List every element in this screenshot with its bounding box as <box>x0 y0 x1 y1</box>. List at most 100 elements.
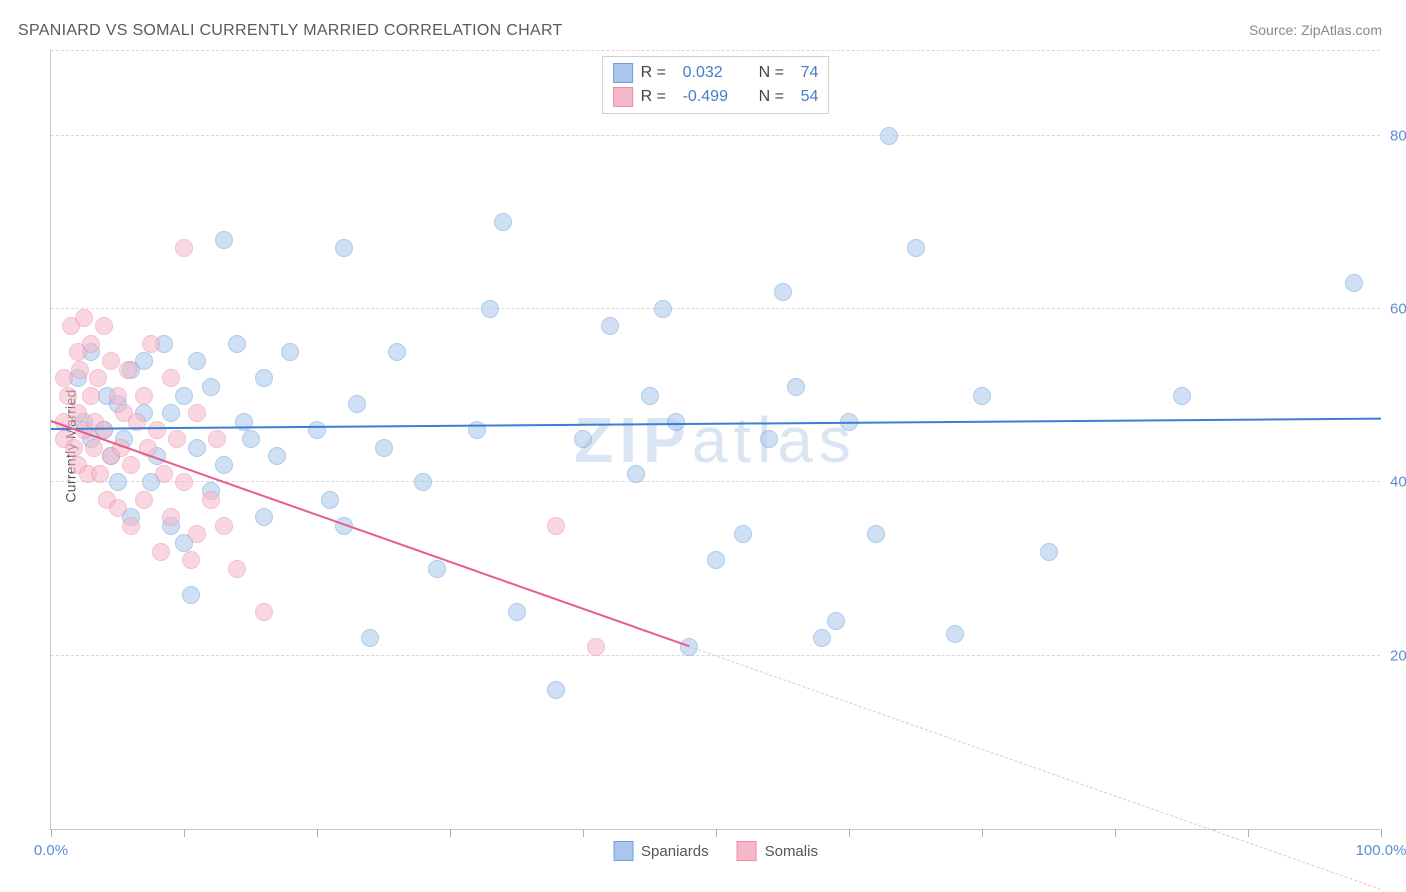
data-point <box>109 499 127 517</box>
data-point <box>162 508 180 526</box>
data-point <box>188 404 206 422</box>
data-point <box>135 352 153 370</box>
data-point <box>361 629 379 647</box>
data-point <box>494 213 512 231</box>
data-point <box>102 352 120 370</box>
ytick-label: 20.0% <box>1390 647 1406 664</box>
chart-title: SPANIARD VS SOMALI CURRENTLY MARRIED COR… <box>18 22 563 40</box>
data-point <box>85 439 103 457</box>
stats-row: R = -0.499 N = 54 <box>613 85 819 109</box>
data-point <box>587 638 605 656</box>
data-point <box>89 369 107 387</box>
data-point <box>255 369 273 387</box>
data-point <box>335 239 353 257</box>
data-point <box>827 612 845 630</box>
xtick <box>450 829 451 837</box>
gridline <box>51 308 1380 309</box>
gridline <box>51 481 1380 482</box>
xtick <box>849 829 850 837</box>
xtick <box>1381 829 1382 837</box>
correlation-stats-box: R = 0.032 N = 74 R = -0.499 N = 54 <box>602 56 830 114</box>
data-point <box>907 239 925 257</box>
data-point <box>880 127 898 145</box>
data-point <box>627 465 645 483</box>
data-point <box>162 369 180 387</box>
xtick-label-min: 0.0% <box>34 842 68 859</box>
legend-item-somalis: Somalis <box>737 841 818 861</box>
data-point <box>148 421 166 439</box>
legend-label-somalis: Somalis <box>765 843 818 860</box>
data-point <box>813 629 831 647</box>
data-point <box>255 603 273 621</box>
data-point <box>91 465 109 483</box>
data-point <box>707 551 725 569</box>
swatch-somalis <box>613 87 633 107</box>
gridline <box>51 135 1380 136</box>
r-label: R = <box>641 88 675 106</box>
legend-item-spaniards: Spaniards <box>613 841 709 861</box>
data-point <box>175 387 193 405</box>
data-point <box>1345 274 1363 292</box>
source-label: Source: ZipAtlas.com <box>1249 22 1382 38</box>
swatch-spaniards <box>613 841 633 861</box>
data-point <box>82 335 100 353</box>
data-point <box>182 586 200 604</box>
r-value-somalis: -0.499 <box>683 88 751 106</box>
data-point <box>654 300 672 318</box>
data-point <box>547 681 565 699</box>
xtick <box>982 829 983 837</box>
data-point <box>135 387 153 405</box>
data-point <box>215 231 233 249</box>
data-point <box>188 525 206 543</box>
data-point <box>188 439 206 457</box>
data-point <box>162 404 180 422</box>
n-label: N = <box>759 88 793 106</box>
data-point <box>175 473 193 491</box>
data-point <box>428 560 446 578</box>
data-point <box>182 551 200 569</box>
xtick <box>1115 829 1116 837</box>
data-point <box>109 387 127 405</box>
data-point <box>973 387 991 405</box>
data-point <box>508 603 526 621</box>
data-point <box>667 413 685 431</box>
n-value-somalis: 54 <box>801 88 819 106</box>
data-point <box>228 560 246 578</box>
trend-line <box>51 420 690 647</box>
n-label: N = <box>759 64 793 82</box>
data-point <box>574 430 592 448</box>
data-point <box>202 491 220 509</box>
data-point <box>152 543 170 561</box>
data-point <box>760 430 778 448</box>
data-point <box>1173 387 1191 405</box>
legend-label-spaniards: Spaniards <box>641 843 709 860</box>
series-legend: Spaniards Somalis <box>613 841 818 861</box>
plot-area: ZIPatlas R = 0.032 N = 74 R = -0.499 N =… <box>50 50 1380 830</box>
data-point <box>142 335 160 353</box>
data-point <box>255 508 273 526</box>
data-point <box>215 456 233 474</box>
xtick <box>583 829 584 837</box>
xtick <box>716 829 717 837</box>
r-label: R = <box>641 64 675 82</box>
data-point <box>95 317 113 335</box>
data-point <box>82 387 100 405</box>
data-point <box>202 378 220 396</box>
data-point <box>321 491 339 509</box>
xtick <box>184 829 185 837</box>
data-point <box>122 456 140 474</box>
data-point <box>109 473 127 491</box>
data-point <box>481 300 499 318</box>
ytick-label: 40.0% <box>1390 474 1406 491</box>
data-point <box>1040 543 1058 561</box>
data-point <box>135 491 153 509</box>
data-point <box>119 361 137 379</box>
data-point <box>946 625 964 643</box>
xtick-label-max: 100.0% <box>1356 842 1406 859</box>
data-point <box>787 378 805 396</box>
data-point <box>867 525 885 543</box>
xtick <box>51 829 52 837</box>
data-point <box>155 465 173 483</box>
data-point <box>547 517 565 535</box>
data-point <box>601 317 619 335</box>
